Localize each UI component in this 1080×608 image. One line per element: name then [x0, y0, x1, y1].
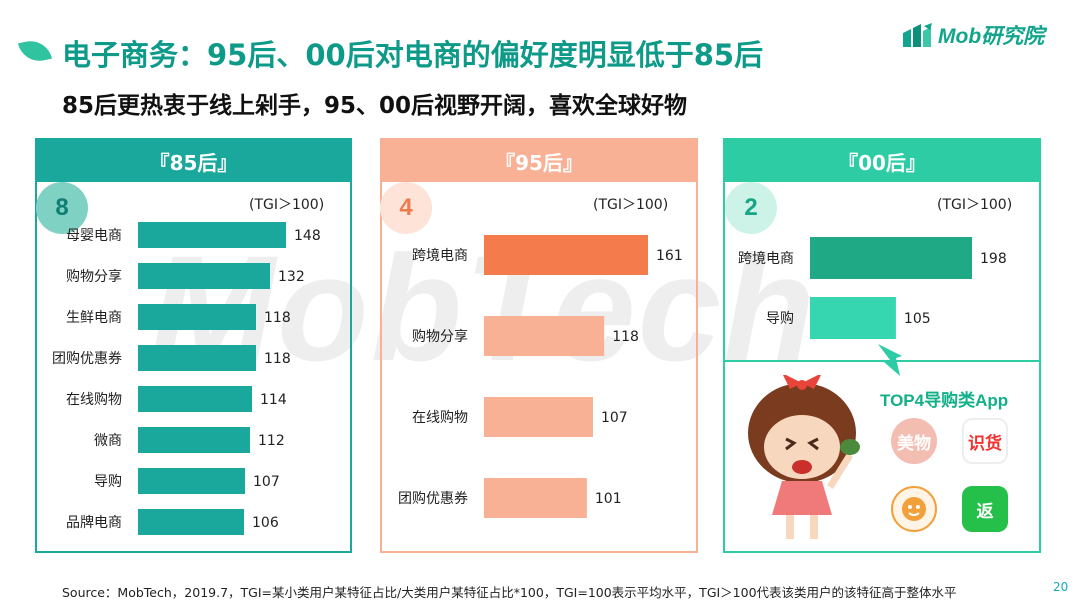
shihuo-app-label: 识货 [968, 433, 1002, 454]
bar-85-6 [138, 468, 245, 494]
page-subtitle: 85后更热衷于线上剁手，95、00后视野开阔，喜欢全球好物 [62, 93, 688, 119]
bar-85-4 [138, 386, 252, 412]
value-label-85-4: 114 [260, 392, 287, 408]
bar-00-1 [810, 297, 896, 339]
bar-00-0 [810, 237, 972, 279]
value-label-00-0: 198 [980, 251, 1007, 267]
bar-85-0 [138, 222, 286, 248]
mob-logo-icon [903, 23, 932, 47]
panel-00-count-badge: 2 [725, 182, 777, 234]
category-label-95-2: 在线购物 [412, 410, 468, 426]
source-note: Source：MobTech，2019.7，TGI=某小类用户某特征占比/大类用… [62, 585, 957, 600]
panel-85-header: 『85后』 [37, 140, 350, 182]
category-label-85-3: 团购优惠券 [52, 351, 122, 367]
value-label-85-2: 118 [264, 310, 291, 326]
category-label-85-7: 品牌电商 [66, 514, 122, 531]
category-label-85-5: 微商 [94, 433, 122, 449]
category-label-85-1: 购物分享 [66, 268, 122, 285]
bar-85-3 [138, 345, 256, 371]
bar-95-2 [484, 397, 593, 437]
panel-95-count-badge: 4 [380, 182, 432, 234]
cartoon-girl-illustration [748, 375, 860, 539]
value-label-85-7: 106 [252, 515, 279, 531]
bar-85-7 [138, 509, 244, 535]
meiwu-app-label: 美物 [897, 433, 931, 454]
bar-85-1 [138, 263, 270, 289]
panel-00-tgi-note: (TGI＞100) [937, 197, 1013, 213]
bar-85-2 [138, 304, 256, 330]
category-label-95-3: 团购优惠券 [398, 491, 468, 507]
value-label-00-1: 105 [904, 311, 931, 327]
panel-00: 『00后』 [723, 138, 1041, 553]
page-title: 电子商务：95后、00后对电商的偏好度明显低于85后 [62, 38, 764, 72]
value-label-95-3: 101 [595, 491, 622, 507]
watermark-text: MobTech [150, 224, 817, 392]
value-label-85-1: 132 [278, 269, 305, 285]
value-label-85-5: 112 [258, 433, 285, 449]
panel-95: 『95后』 [380, 138, 698, 553]
category-label-85-2: 生鲜电商 [66, 310, 122, 326]
panel-85: 『85后』 [35, 138, 352, 553]
category-label-85-4: 在线购物 [66, 392, 122, 408]
mob-logo: Mob研究院 [903, 18, 1044, 52]
panel-85-count-badge: 8 [36, 182, 88, 234]
category-label-00-1: 导购 [766, 311, 794, 327]
value-label-95-2: 107 [601, 410, 628, 426]
bar-95-0 [484, 235, 648, 275]
meiwu-app-icon[interactable]: 美物 [891, 418, 937, 464]
bar-95-1 [484, 316, 605, 356]
logo-text: Mob研究院 [938, 25, 1045, 48]
value-label-95-1: 118 [612, 329, 639, 345]
panel-85-tgi-note: (TGI＞100) [249, 197, 325, 213]
panel-00-divider [725, 360, 1039, 362]
panel-00-header: 『00后』 [725, 140, 1039, 182]
fan-app-label: 返 [976, 501, 994, 522]
category-label-95-0: 跨境电商 [412, 248, 468, 264]
panel-95-tgi-note: (TGI＞100) [593, 197, 669, 213]
bar-85-5 [138, 427, 250, 453]
fan-app-icon[interactable]: 返 [962, 486, 1008, 532]
top4-app-title: TOP4导购类App [880, 391, 1009, 410]
value-label-85-0: 148 [294, 228, 321, 244]
shihuo-app-icon[interactable]: 识货 [962, 418, 1008, 464]
down-arrow-icon [878, 344, 902, 376]
page-number: 20 [1053, 580, 1069, 594]
category-label-85-6: 导购 [94, 474, 122, 490]
category-label-00-0: 跨境电商 [738, 251, 794, 267]
category-label-85-0: 母婴电商 [66, 228, 122, 244]
value-label-95-0: 161 [656, 248, 683, 264]
mascot-app-icon[interactable] [891, 486, 937, 532]
panel-95-header: 『95后』 [382, 140, 696, 182]
value-label-85-3: 118 [264, 351, 291, 367]
bar-95-3 [484, 478, 587, 518]
value-label-85-6: 107 [253, 474, 280, 490]
category-label-95-1: 购物分享 [412, 328, 468, 345]
mascot-face-icon [902, 497, 926, 521]
